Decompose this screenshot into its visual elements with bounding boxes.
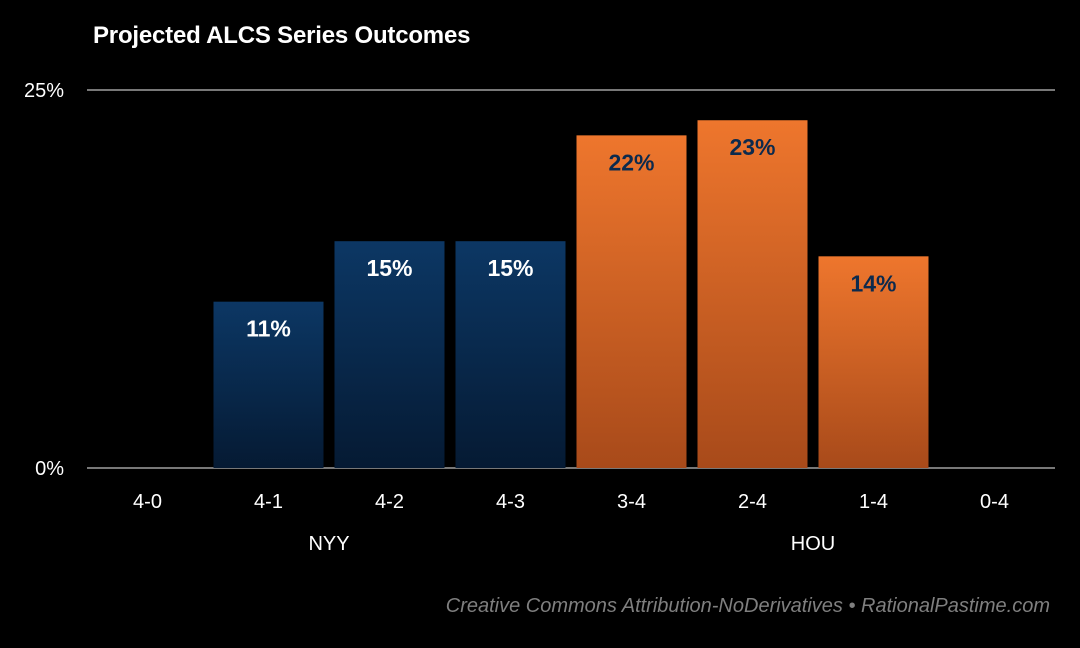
group-label-hou: HOU — [791, 533, 835, 555]
x-tick-label: 2-4 — [738, 491, 767, 513]
data-label: 11% — [246, 316, 291, 342]
data-label: 15% — [366, 255, 412, 281]
x-tick-label: 0-4 — [980, 491, 1009, 513]
chart-title: Projected ALCS Series Outcomes — [93, 22, 471, 49]
bar-2-4 — [697, 120, 808, 469]
x-tick-label: 4-0 — [133, 491, 162, 513]
x-tick-label: 4-1 — [254, 491, 283, 513]
data-label: 23% — [729, 134, 775, 160]
y-tick-label: 25% — [24, 80, 64, 102]
bars — [213, 120, 929, 469]
group-label-nyy: NYY — [308, 533, 349, 555]
x-tick-label: 4-3 — [496, 491, 525, 513]
bar-4-2 — [334, 241, 445, 468]
bar-4-3 — [455, 241, 566, 468]
y-tick-label: 0% — [35, 458, 64, 480]
data-label: 22% — [608, 149, 654, 175]
x-tick-label: 1-4 — [859, 491, 888, 513]
bar-1-4 — [818, 256, 929, 468]
attribution-footer: Creative Commons Attribution-NoDerivativ… — [445, 595, 1050, 617]
data-label: 14% — [850, 270, 896, 296]
bar-3-4 — [576, 135, 687, 469]
data-label: 15% — [487, 255, 533, 281]
x-tick-label: 3-4 — [617, 491, 646, 513]
x-tick-label: 4-2 — [375, 491, 404, 513]
labels: 4-0 11% 4-1 15% 4-2 15% 4-3 22% 3-4 23% 2-4 14% 1-4 0… — [133, 134, 1009, 555]
bar-4-1 — [213, 301, 324, 468]
